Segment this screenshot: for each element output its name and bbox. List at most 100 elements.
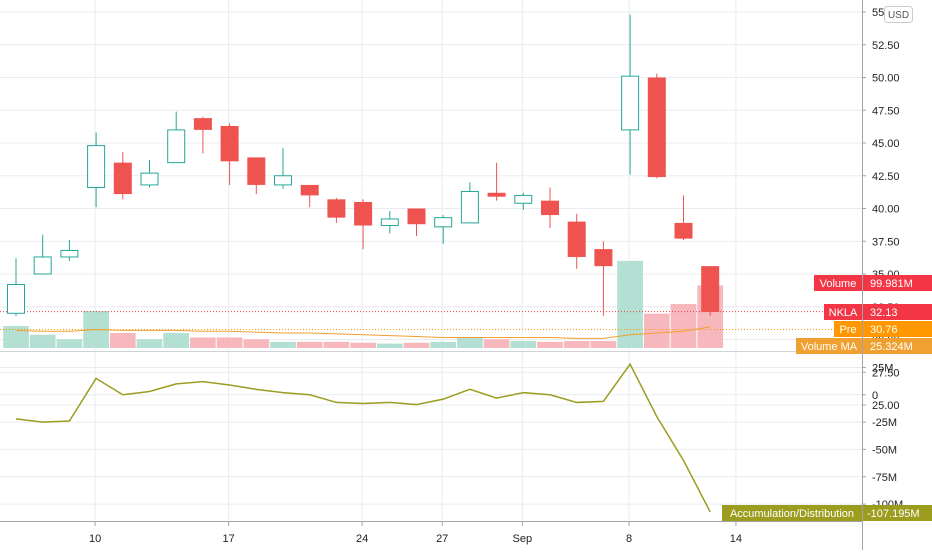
volume-ma-tag-value: 25.324M bbox=[870, 341, 913, 353]
candle-body-down bbox=[247, 157, 266, 185]
pre-price-tag-value: 30.76 bbox=[870, 324, 898, 336]
y-tick-label: 45.00 bbox=[872, 138, 900, 150]
candle-body-up bbox=[140, 172, 159, 186]
volume-bar bbox=[670, 304, 697, 348]
volume-bar bbox=[510, 340, 537, 348]
y-tick-label: 52.50 bbox=[872, 40, 900, 52]
candlesticks bbox=[0, 14, 862, 331]
candle-body-down bbox=[354, 201, 373, 226]
volume-bar bbox=[243, 339, 270, 348]
candle-body-up bbox=[460, 190, 479, 224]
pre-price-tag-name: Pre bbox=[839, 324, 856, 336]
candle-body-down bbox=[407, 208, 426, 225]
volume-bar bbox=[56, 339, 83, 348]
currency-badge bbox=[884, 6, 913, 23]
candle-body-down bbox=[647, 77, 666, 178]
volume-bar bbox=[350, 342, 376, 348]
volume-tag-value: 99.981M bbox=[870, 278, 913, 290]
volume-bar bbox=[136, 339, 163, 348]
y-tick-label: 27.50 bbox=[872, 367, 900, 379]
y-tick-label: 55 bbox=[872, 7, 884, 19]
volume-bar bbox=[109, 333, 136, 348]
volume-bar bbox=[590, 340, 617, 348]
volume-bar bbox=[483, 339, 510, 348]
candle-body-up bbox=[87, 145, 106, 189]
volume-bar bbox=[270, 341, 296, 348]
last-price-tag-value-box bbox=[863, 304, 932, 320]
candle-body-down bbox=[193, 118, 212, 130]
x-tick-label: 10 bbox=[89, 533, 101, 545]
grid-lines bbox=[0, 0, 862, 520]
volume-bar bbox=[216, 337, 243, 348]
volume-bar bbox=[163, 333, 190, 348]
last-price-tag-name: NKLA bbox=[829, 307, 858, 319]
volume-bar bbox=[3, 326, 29, 348]
volume-bar bbox=[617, 260, 643, 348]
volume-ma-tag-name: Volume MA bbox=[801, 341, 858, 353]
last-price-tag-value: 32.13 bbox=[870, 307, 898, 319]
candle-body-up bbox=[514, 194, 533, 204]
volume-tag-name: Volume bbox=[820, 278, 857, 290]
volume-bar bbox=[296, 341, 323, 348]
volume-bar bbox=[29, 334, 56, 348]
ad-value-box bbox=[863, 505, 932, 521]
volume-ma-tag-value-box bbox=[863, 338, 932, 354]
volume-bar bbox=[537, 341, 563, 348]
y-tick-label: 50.00 bbox=[872, 73, 900, 85]
x-tick-label: 8 bbox=[626, 533, 632, 545]
volume-bar bbox=[376, 343, 403, 348]
x-tick-label: 17 bbox=[222, 533, 234, 545]
candle-body-up bbox=[7, 283, 25, 314]
pre-price-tag-name-box bbox=[834, 321, 862, 337]
volume-ma-line bbox=[15, 326, 711, 339]
last-price-tag-name-box bbox=[824, 304, 862, 320]
candle-body-down bbox=[113, 162, 132, 195]
x-tick-label: 27 bbox=[436, 533, 448, 545]
volume-tag-value-box bbox=[863, 275, 932, 291]
currency-label: USD bbox=[888, 10, 909, 21]
candle-body-up bbox=[380, 218, 399, 227]
volume-bar bbox=[457, 337, 483, 348]
pre-price-tag-value-box bbox=[863, 321, 932, 337]
ad-value: -107.195M bbox=[867, 508, 920, 520]
ad-tick-label: -25M bbox=[872, 417, 897, 429]
y-tick-label: 47.50 bbox=[872, 105, 900, 117]
candle-body-down bbox=[300, 184, 319, 196]
candle-body-down bbox=[327, 199, 346, 218]
ad-name: Accumulation/Distribution bbox=[730, 508, 854, 520]
candle-body-up bbox=[33, 256, 52, 275]
candle-body-up bbox=[621, 75, 640, 131]
volume-bar bbox=[323, 341, 350, 348]
volume-bar bbox=[190, 337, 216, 348]
candle-body-up bbox=[60, 249, 79, 258]
volume-bar bbox=[430, 341, 457, 348]
ad-line bbox=[15, 362, 711, 513]
ad-tick-label: -50M bbox=[872, 444, 897, 456]
ad-name-box bbox=[722, 505, 862, 521]
x-tick-label: 14 bbox=[730, 533, 742, 545]
volume-bar bbox=[563, 340, 590, 348]
candle-body-down bbox=[220, 125, 239, 162]
ad-tick-label: 25M bbox=[872, 362, 893, 374]
y-tick-label: 40.00 bbox=[872, 204, 900, 216]
candle-body-down bbox=[594, 249, 613, 267]
y-tick-label: 25.00 bbox=[872, 400, 900, 412]
volume-bar bbox=[643, 313, 670, 348]
candle-body-down bbox=[701, 266, 720, 312]
y-tick-label: 37.50 bbox=[872, 236, 900, 248]
candle-body-down bbox=[487, 192, 506, 197]
volume-bar bbox=[403, 342, 430, 348]
x-tick-label: 24 bbox=[356, 533, 368, 545]
price-tags: USD Volume 99.981M NKLA 32.13 Pre 30.76 Volume … bbox=[722, 6, 932, 521]
volume-ma-tag-name-box bbox=[796, 338, 862, 354]
candle-body-up bbox=[167, 129, 186, 164]
candle-body-up bbox=[434, 217, 453, 228]
candle-body-down bbox=[567, 221, 586, 257]
ad-tick-label: -75M bbox=[872, 472, 897, 484]
ad-tick-label: 0 bbox=[872, 390, 878, 402]
y-tick-label: 42.50 bbox=[872, 171, 900, 183]
candle-body-down bbox=[541, 200, 559, 216]
